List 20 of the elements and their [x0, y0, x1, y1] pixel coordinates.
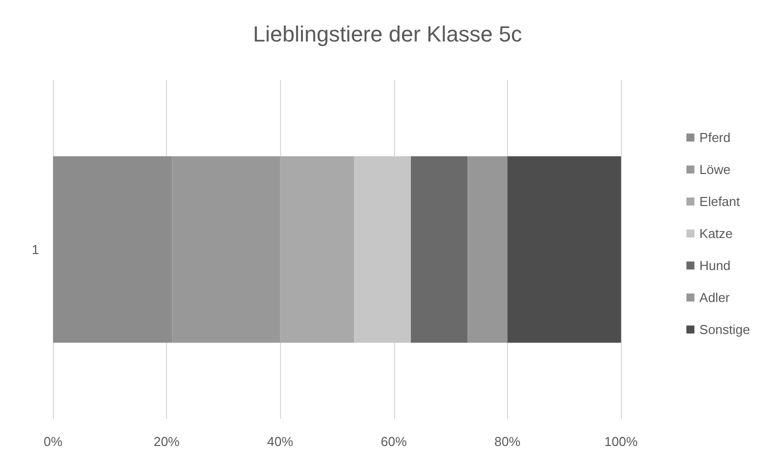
- bar: [468, 156, 508, 343]
- x-tick-label: 20%: [154, 434, 180, 449]
- x-tick-label: 40%: [267, 434, 294, 449]
- chart-title: Lieblingstiere der Klasse 5c: [252, 22, 522, 46]
- bar: [354, 156, 411, 343]
- bar: [280, 156, 354, 343]
- x-tick-label: 0%: [44, 434, 63, 449]
- legend-label: Pferd: [699, 130, 730, 145]
- legend-label: Löwe: [699, 162, 730, 177]
- bar: [410, 156, 468, 343]
- legend-label: Adler: [699, 290, 730, 305]
- y-tick-label: 1: [32, 242, 39, 257]
- bar: [507, 156, 621, 343]
- legend-label: Elefant: [699, 194, 740, 209]
- x-tick-label: 80%: [494, 434, 521, 449]
- x-tick-label: 60%: [380, 434, 408, 449]
- legend-label: Sonstige: [699, 322, 750, 337]
- x-tick-label: 100%: [604, 434, 638, 449]
- legend-label: Hund: [699, 258, 730, 273]
- legend-label: Katze: [699, 226, 733, 241]
